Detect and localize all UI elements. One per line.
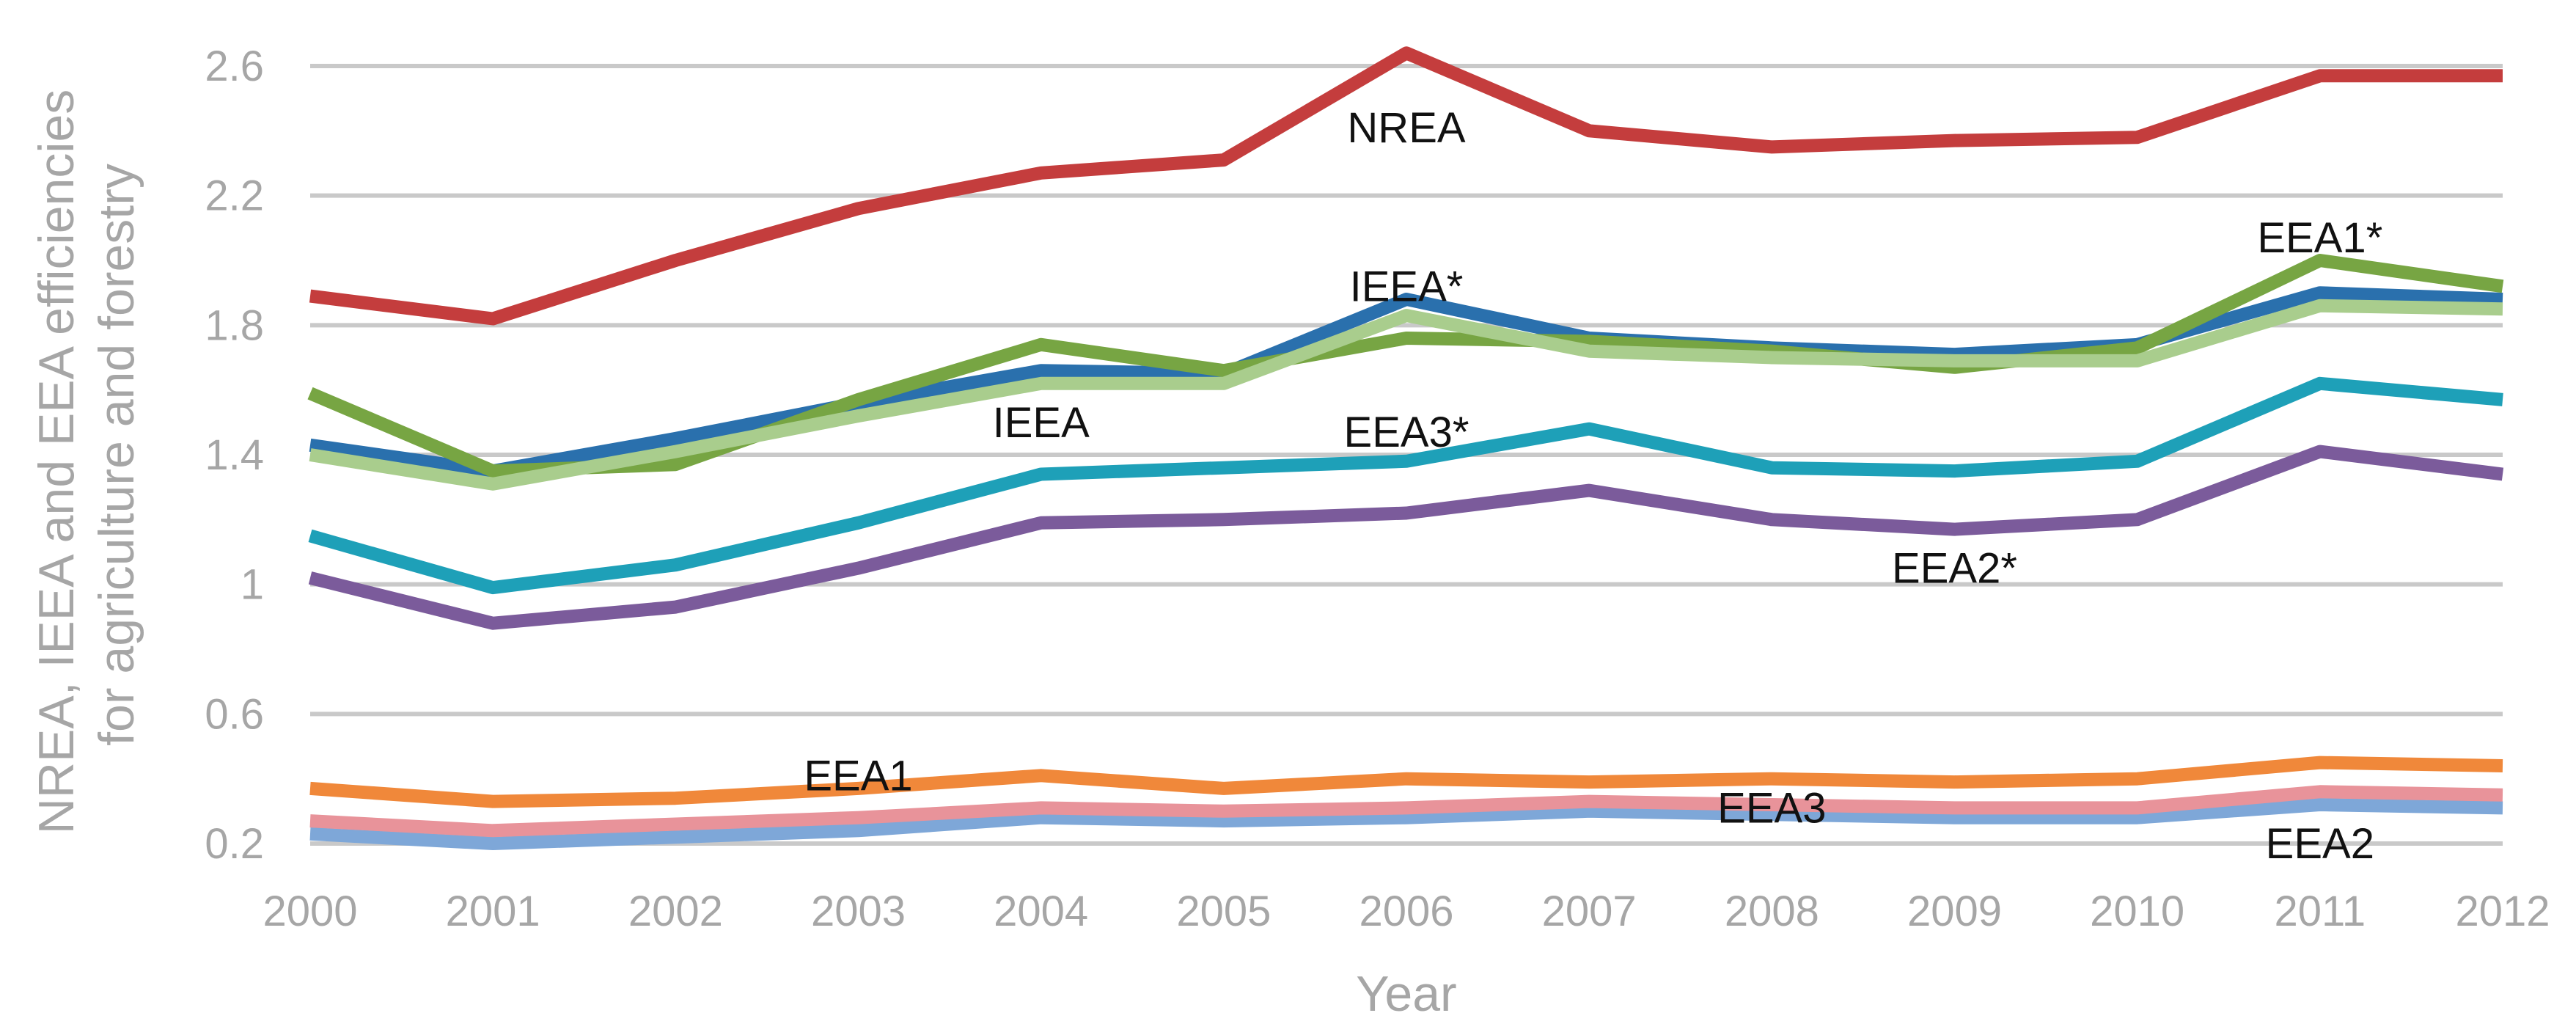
series-annotation: IEEA [993, 399, 1090, 447]
x-tick-label: 2009 [1907, 888, 2002, 935]
x-tick-label: 2005 [1176, 888, 1271, 935]
y-tick-label: 1.8 [205, 301, 264, 349]
series-line-ieea [309, 299, 2503, 491]
y-axis-title-line-1: NREA, IEEA and EEA efficiencies [29, 89, 84, 835]
x-tick-label: 2001 [446, 888, 540, 935]
x-tick-label: 2011 [2274, 888, 2366, 935]
y-tick-label: 0.6 [205, 690, 264, 738]
y-axis-title: NREA, IEEA and EEA efficiencies for agri… [29, 76, 144, 834]
y-tick-label: 1.4 [205, 431, 264, 479]
x-axis-ticks: 2000 2001 2002 2003 2004 2005 2006 2007 2008 2009… [263, 888, 2550, 935]
x-axis-title: Year [1356, 966, 1456, 1022]
series-annotation: EEA2 [2266, 820, 2374, 868]
series-line-eea1 [309, 756, 2503, 808]
series-lines [307, 46, 2504, 850]
series-annotation: IEEA* [1350, 263, 1464, 310]
series-annotation: NREA [1347, 104, 1465, 152]
x-tick-label: 2006 [1359, 888, 1453, 935]
series-annotation: EEA1 [804, 752, 912, 800]
series-line-eea3-star [308, 376, 2503, 595]
series-line-eea1-star [307, 254, 2504, 478]
series-annotation: EEA2* [1892, 545, 2017, 593]
series-line-nrea [309, 46, 2503, 326]
x-tick-label: 2008 [1725, 888, 1819, 935]
x-tick-label: 2003 [811, 888, 906, 935]
x-tick-label: 2000 [263, 888, 357, 935]
y-tick-label: 2.2 [205, 172, 264, 220]
series-annotation: EEA3* [1344, 409, 1469, 456]
series-line-eea3 [309, 785, 2503, 838]
y-axis-ticks: 0.2 0.6 1 1.4 1.8 2.2 2.6 [205, 43, 264, 868]
series-line-eea2 [309, 798, 2503, 850]
series-annotations: NREA IEEA* EEA1* IEEA EEA3* EEA2* EEA1 EEA3 EEA2 [804, 104, 2382, 868]
x-tick-label: 2012 [2455, 888, 2550, 935]
series-annotation: EEA1* [2257, 214, 2382, 262]
x-tick-label: 2002 [628, 888, 723, 935]
series-annotation: EEA3 [1717, 784, 1826, 832]
y-tick-label: 1 [241, 561, 264, 609]
x-tick-label: 2004 [994, 888, 1088, 935]
y-tick-label: 2.6 [205, 43, 264, 90]
y-axis-title-line-2: for agriculture and forestry [89, 164, 144, 746]
y-tick-label: 0.2 [205, 820, 264, 868]
x-tick-label: 2010 [2090, 888, 2184, 935]
x-tick-label: 2007 [1542, 888, 1637, 935]
series-line-eea2-star [308, 445, 2504, 630]
